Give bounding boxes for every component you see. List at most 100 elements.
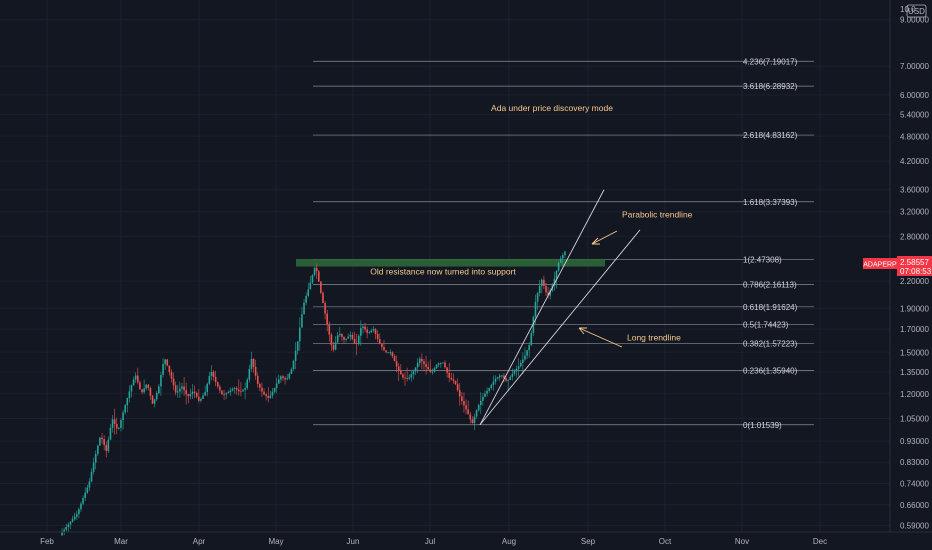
x-tick-label: Oct (659, 537, 672, 546)
candle-body (347, 336, 350, 339)
candle-body (330, 334, 333, 346)
x-tick-label: Aug (502, 537, 516, 546)
candle-body (227, 392, 230, 394)
candle-body (389, 352, 392, 354)
annotation-price-discovery[interactable]: Ada under price discovery mode (491, 103, 613, 113)
candle-body (555, 270, 558, 279)
candle-body (208, 375, 211, 384)
candle-body (305, 295, 307, 303)
candle-body (162, 364, 164, 375)
candle-body (73, 516, 76, 520)
candle-body (530, 333, 533, 345)
candle-body (271, 391, 274, 396)
candle-body (416, 362, 419, 368)
candle-body (557, 262, 560, 271)
candle-body (477, 404, 480, 411)
candle-body (301, 314, 303, 328)
candle-body (402, 374, 404, 378)
support-zone[interactable] (296, 258, 605, 267)
candle-body (332, 345, 335, 350)
y-tick-label: 3.60000 (900, 186, 929, 195)
candle-body (324, 302, 326, 314)
candle-body (469, 414, 472, 420)
time-axis[interactable]: Feb Mar Apr May Jun Jul Aug Sep Oct Nov Dec (40, 537, 827, 546)
candle-body (223, 394, 225, 396)
candle-body (465, 405, 467, 410)
candle-body (473, 416, 476, 424)
candle-body (513, 371, 516, 374)
parabolic-trendline[interactable] (479, 189, 605, 425)
candle-body (265, 394, 267, 397)
annotation-support[interactable]: Old resistance now turned into support (370, 267, 516, 277)
candle-body (61, 532, 63, 536)
price-axis[interactable]: 9.00000 7.00000 6.00000 5.40000 4.80000 4.200… (900, 16, 929, 531)
annotations[interactable]: Ada under price discovery mode Old resist… (370, 103, 693, 348)
candle-body (303, 302, 305, 315)
candle-body (153, 399, 156, 404)
candle-body (315, 267, 318, 272)
candle-body (67, 524, 70, 528)
x-tick-label: Feb (40, 537, 54, 546)
candle-body (90, 471, 93, 482)
fibonacci-extension[interactable]: 0(1.01539) 0.236(1.35940) 0.382(1.57223) 0.… (313, 57, 814, 430)
y-tick-label: 0.74000 (900, 480, 929, 489)
y-tick-label: 1.20000 (900, 390, 929, 399)
candle-body (210, 371, 213, 376)
candle-body (517, 366, 520, 369)
long-trendline[interactable] (479, 229, 641, 426)
candle-body (193, 391, 196, 393)
candle-body (94, 453, 97, 463)
y-tick-label: 6.00000 (900, 91, 929, 100)
candle-body (410, 374, 413, 378)
candle-body (448, 372, 451, 378)
y-tick-label: 0.66000 (900, 501, 929, 510)
candle-body (536, 293, 539, 302)
symbol-tag[interactable]: ADAPERP (863, 258, 897, 269)
annotation-long-trendline[interactable]: Long trendline (627, 332, 681, 342)
candle-body (372, 329, 375, 331)
candle-body (124, 405, 126, 413)
candle-body (143, 388, 145, 393)
candle-body (467, 409, 469, 415)
last-price-tag[interactable]: 2.58557 07:08:53 (897, 256, 932, 276)
candle-body (242, 389, 244, 392)
candle-body (307, 289, 310, 296)
candle-body (322, 292, 324, 303)
candle-body (427, 366, 429, 370)
candle-body (433, 368, 436, 372)
annotation-parabolic-trendline[interactable]: Parabolic trendline (622, 209, 693, 219)
candle-body (400, 370, 402, 375)
x-tick-label: Jun (347, 537, 360, 546)
candle-body (387, 352, 389, 354)
candle-body (511, 373, 514, 377)
candle-body (246, 379, 249, 389)
candle-body (378, 338, 381, 344)
candle-body (549, 290, 552, 296)
candle-body (509, 376, 512, 380)
candle-body (328, 324, 331, 335)
trendlines[interactable] (479, 189, 641, 426)
candle-body (334, 342, 337, 350)
candle-body (168, 365, 171, 372)
candle-body (158, 386, 160, 394)
candle-body (137, 375, 139, 383)
candle-body (343, 336, 345, 340)
candle-body (368, 332, 371, 334)
currency-badge[interactable]: USD (906, 4, 927, 18)
candle-body (254, 366, 257, 376)
candle-body (444, 362, 446, 368)
candle-body (317, 271, 320, 282)
fib-level-label: 0.382(1.57223) (743, 340, 798, 349)
candle-body (475, 410, 478, 417)
candle-body (189, 393, 192, 397)
candle-body (92, 462, 95, 472)
fib-level-label: 0(1.01539) (743, 421, 782, 430)
top-tick-label: 10.0 (900, 5, 916, 14)
candle-body (244, 388, 246, 390)
candle-body (273, 387, 276, 392)
fib-level-label: 2.618(4.83162) (743, 131, 798, 140)
candle-body (248, 368, 251, 380)
candle-body (139, 382, 141, 390)
candle-body (479, 400, 482, 405)
